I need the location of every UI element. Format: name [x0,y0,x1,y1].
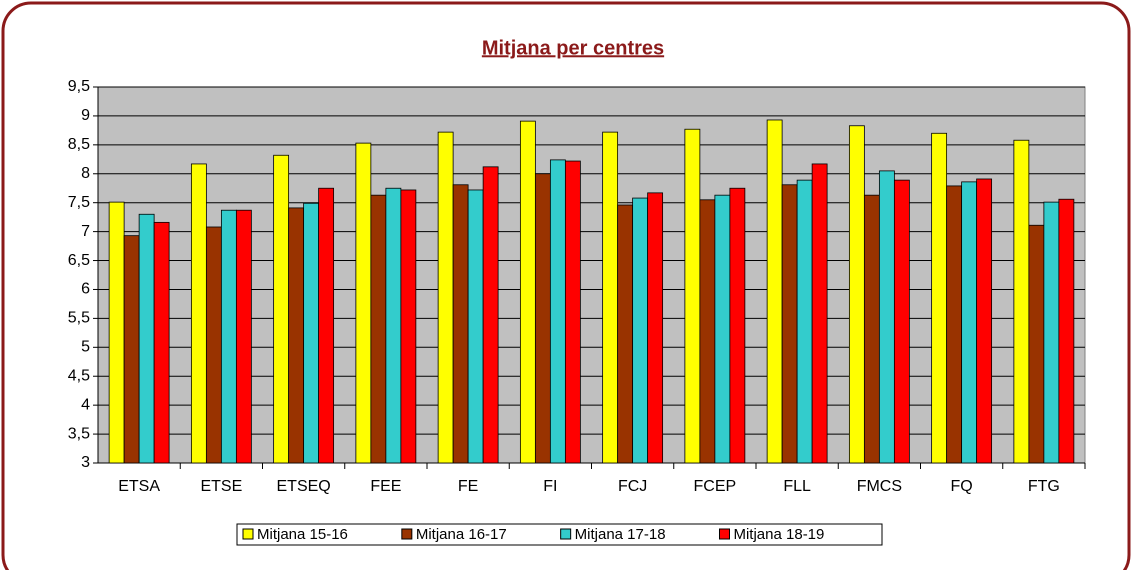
bar [123,235,140,464]
bar [893,179,910,464]
bar [235,209,252,464]
x-tick-label: ETSA [118,478,160,495]
bar [878,170,895,464]
bar [220,209,237,464]
y-tick-label: 5,5 [68,310,90,327]
y-tick-label: 6,5 [68,252,90,269]
bar [699,199,716,464]
legend-label: Mitjana 16-17 [416,526,507,543]
bar [946,185,963,464]
bar [766,119,783,464]
bar [1028,224,1045,464]
bar [976,178,993,464]
bar [617,204,634,464]
bar [482,166,499,464]
y-tick-label: 8 [81,165,90,182]
x-tick-label: ETSEQ [277,478,331,495]
bar [467,189,484,464]
y-tick-label: 5 [81,339,90,356]
x-tick-label: FMCS [857,478,902,495]
y-tick-label: 8,5 [68,136,90,153]
legend-swatch [560,528,572,540]
y-tick-label: 6 [81,281,90,298]
legend-swatch [718,528,730,540]
x-tick-label: FQ [951,478,973,495]
y-tick-label: 4 [81,396,90,413]
bar [190,163,207,464]
bar [153,221,170,464]
bar [564,160,581,464]
bar [811,163,828,464]
bar [796,179,813,464]
bar [355,142,372,464]
bar [205,226,222,464]
x-tick-label: FE [458,478,478,495]
bar [549,159,566,464]
x-tick-label: FEE [370,478,401,495]
bar [138,213,155,464]
y-tick-label: 9,5 [68,78,90,95]
bar [1058,198,1075,464]
y-tick-label: 3 [81,454,90,471]
bar [370,194,387,464]
bar [400,189,417,464]
plot-area [97,86,1086,464]
x-tick-label: ETSE [200,478,242,495]
x-tick-label: FI [543,478,557,495]
bar [303,202,320,464]
legend-label: Mitjana 18-19 [733,526,824,543]
x-tick-label: FCEP [694,478,737,495]
bar [931,132,948,464]
bar [534,173,551,464]
y-tick-label: 3,5 [68,425,90,442]
legend-label: Mitjana 17-18 [575,526,666,543]
y-tick-label: 4,5 [68,367,90,384]
bar [1043,201,1060,464]
bar [385,187,402,464]
bar [273,154,290,464]
bar [318,187,335,464]
x-tick-label: FTG [1028,478,1060,495]
bar [108,201,125,464]
bar [519,120,536,464]
bar [647,192,664,464]
bar [288,207,305,464]
chart-title: Mitjana per centres [482,37,664,59]
legend-label: Mitjana 15-16 [257,526,348,543]
x-tick-label: FCJ [618,478,647,495]
bar [632,197,649,464]
y-tick-label: 9 [81,107,90,124]
y-tick-label: 7,5 [68,194,90,211]
bar [602,131,619,464]
bar [684,128,701,464]
legend-swatch [242,528,254,540]
y-tick-label: 7 [81,223,90,240]
bar [729,187,746,464]
bar [961,181,978,464]
legend-swatch [401,528,413,540]
bar [714,194,731,464]
x-tick-label: FLL [783,478,811,495]
bar [848,125,865,464]
bar [1013,139,1030,464]
bar [437,131,454,464]
bar [781,184,798,464]
bar [863,194,880,464]
bar [452,184,469,464]
